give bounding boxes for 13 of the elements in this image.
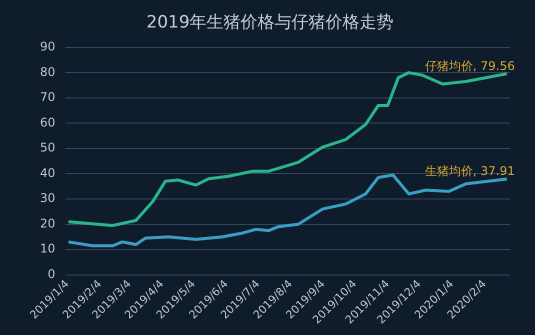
annotation: 生猪均价, 37.91: [424, 164, 515, 178]
y-tick-label: 10: [40, 242, 56, 256]
y-tick-label: 50: [40, 140, 56, 155]
annotation: 仔猪均价, 79.56: [424, 58, 515, 73]
y-tick-label: 90: [40, 40, 56, 54]
chart-title: 2019年生猪价格与仔猪价格走势: [146, 12, 394, 33]
y-tick-label: 60: [40, 115, 56, 130]
y-tick-label: 70: [40, 90, 56, 104]
y-tick-label: 30: [40, 191, 56, 206]
y-tick-label: 20: [40, 216, 56, 230]
y-tick-label: 80: [40, 64, 56, 79]
y-tick-label: 0: [48, 266, 56, 281]
y-tick-label: 40: [40, 166, 56, 180]
